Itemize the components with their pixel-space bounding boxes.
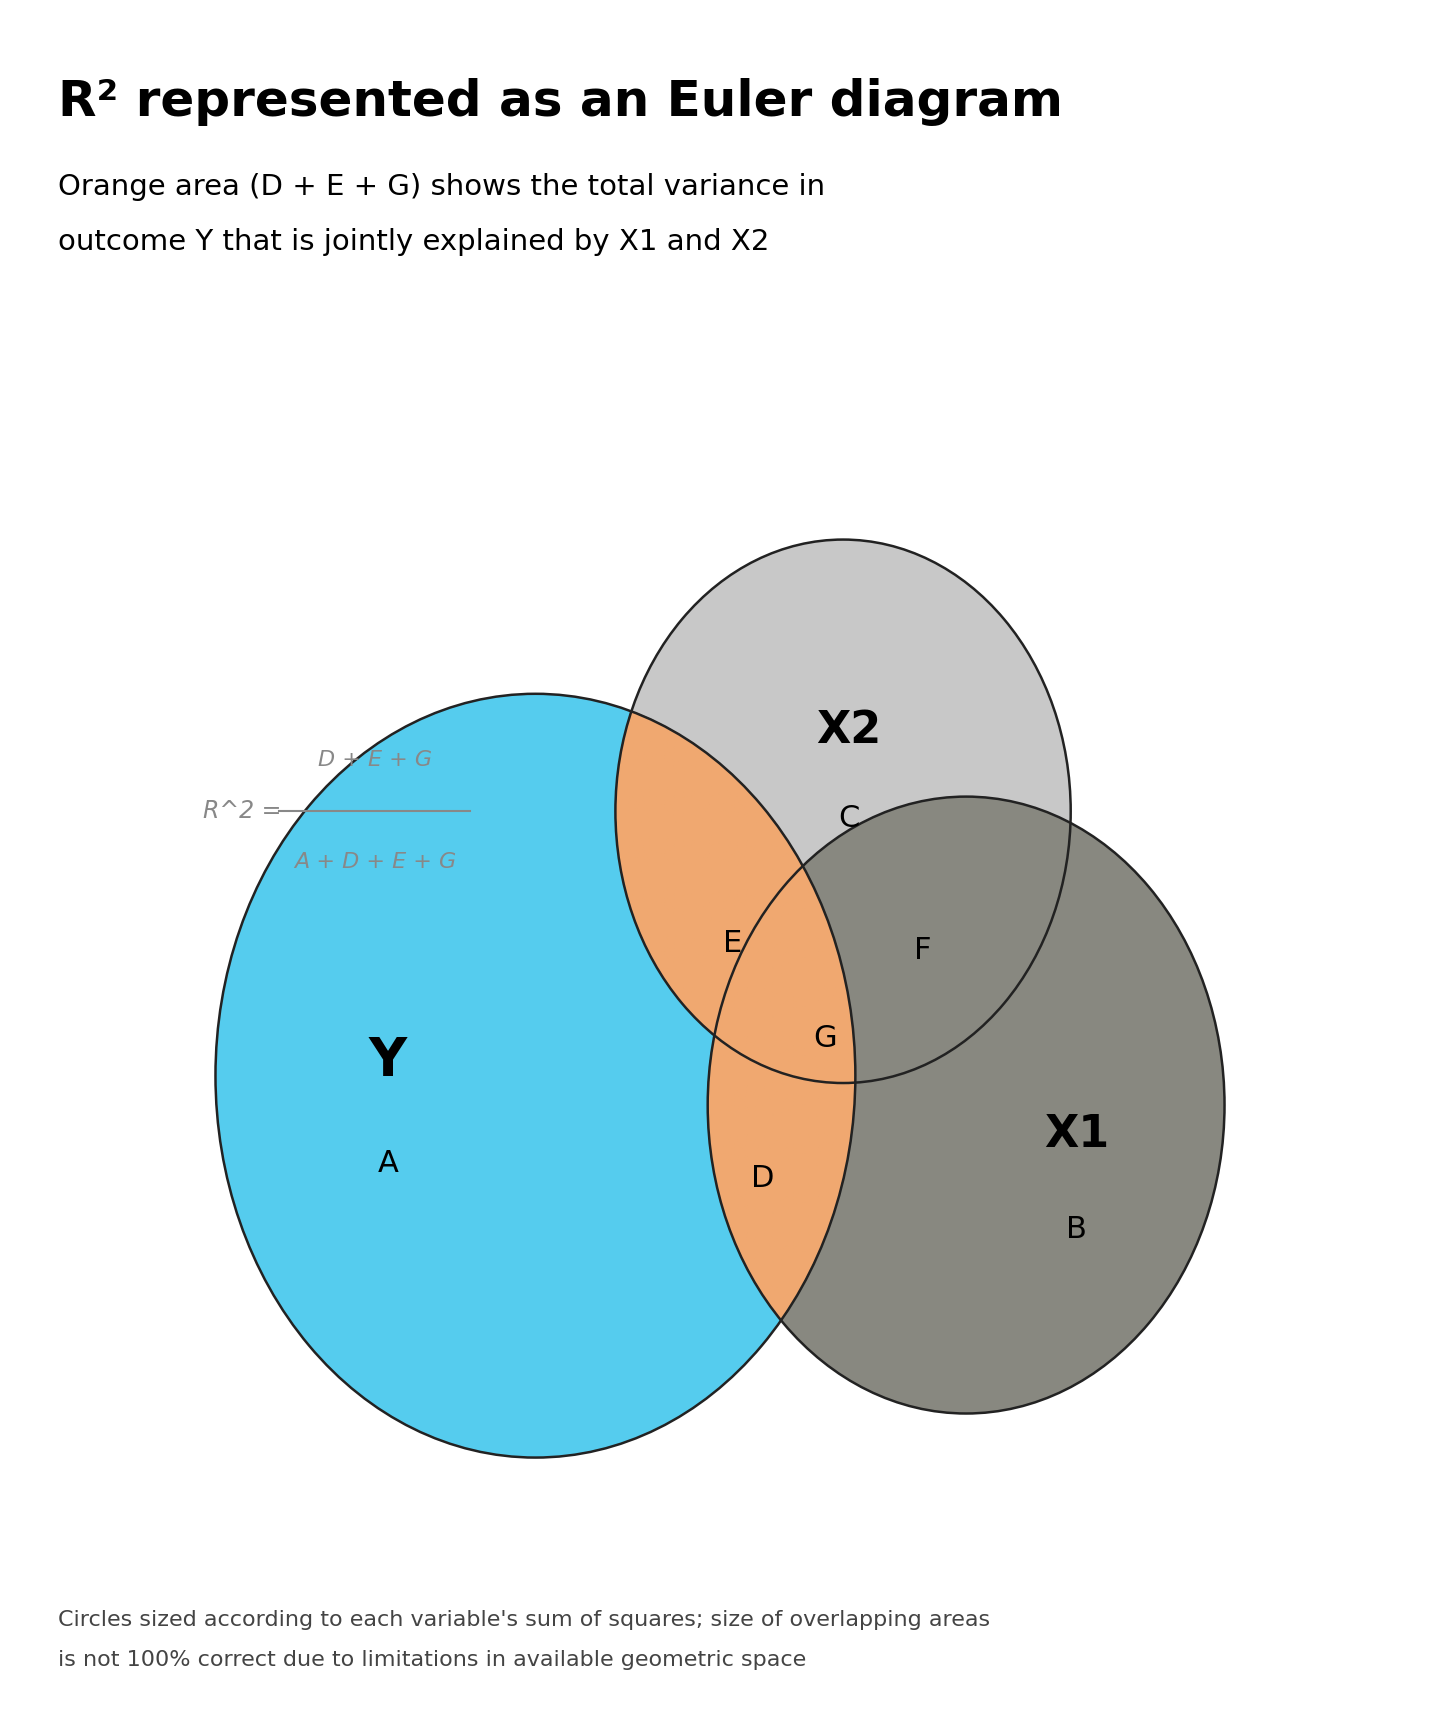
Circle shape <box>615 539 1071 1083</box>
Text: D + E + G: D + E + G <box>318 750 432 771</box>
Text: A: A <box>377 1149 399 1178</box>
Text: B: B <box>1067 1215 1087 1244</box>
Text: Y: Y <box>369 1035 408 1087</box>
Text: G: G <box>812 1025 837 1054</box>
Text: is not 100% correct due to limitations in available geometric space: is not 100% correct due to limitations i… <box>58 1650 806 1671</box>
Text: Circles sized according to each variable's sum of squares; size of overlapping a: Circles sized according to each variable… <box>58 1610 989 1631</box>
Text: F: F <box>914 937 932 966</box>
Text: X1: X1 <box>1044 1113 1109 1156</box>
Text: Orange area (D + E + G) shows the total variance in: Orange area (D + E + G) shows the total … <box>58 173 825 200</box>
Text: C: C <box>838 804 860 833</box>
Text: D: D <box>752 1165 775 1192</box>
Text: R² represented as an Euler diagram: R² represented as an Euler diagram <box>58 78 1063 126</box>
Text: E: E <box>723 930 742 957</box>
Circle shape <box>216 695 855 1458</box>
Text: A + D + E + G: A + D + E + G <box>294 852 456 873</box>
Text: R^2 =: R^2 = <box>203 800 282 823</box>
Text: outcome Y that is jointly explained by X1 and X2: outcome Y that is jointly explained by X… <box>58 228 769 256</box>
Text: X2: X2 <box>816 708 881 752</box>
Circle shape <box>707 797 1224 1414</box>
